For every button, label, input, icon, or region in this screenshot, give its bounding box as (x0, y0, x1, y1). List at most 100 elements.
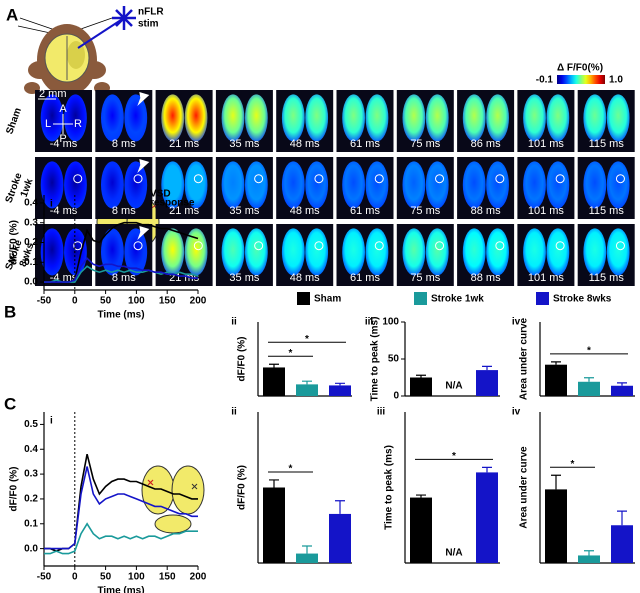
frame-time: 86 ms (471, 138, 501, 150)
y-tick-label: 0.0 (24, 543, 38, 554)
y-tick-label: 0.4 (24, 198, 38, 209)
bar (263, 367, 285, 396)
bar (578, 381, 600, 396)
hemisphere (486, 228, 509, 276)
panel-label: i (50, 199, 53, 210)
hemisphere (402, 161, 426, 209)
error-bar (335, 382, 345, 386)
frame-time: 88 ms (471, 205, 501, 217)
x-axis-title: Time (ms) (97, 310, 144, 321)
hemisphere (606, 228, 630, 276)
stroke-marker (615, 174, 625, 184)
panel-label: iv (512, 407, 521, 418)
hemisphere (64, 228, 87, 276)
hemisphere (583, 94, 607, 142)
x-tick-label: -50 (37, 296, 52, 307)
scale-label: 2 mm (39, 88, 67, 100)
hemisphere (305, 161, 329, 209)
error-bar (617, 510, 627, 526)
panel-label: ii (231, 407, 237, 418)
frame-time: 21 ms (169, 138, 199, 150)
x-tick-label: 0 (72, 296, 78, 307)
hemisphere (184, 161, 208, 209)
colorbar-tick-label: -0.1 (536, 75, 554, 86)
error-bar (335, 500, 345, 514)
y-tick-label: 0.2 (24, 237, 38, 248)
error-bar (302, 545, 312, 554)
hemisphere (546, 94, 570, 142)
stroke-marker (193, 241, 203, 251)
y-axis-title: dF/F0 (%) (237, 465, 248, 510)
hemisphere (184, 94, 208, 142)
hemisphere (583, 228, 607, 276)
stroke-marker (133, 174, 143, 184)
hemisphere (365, 228, 389, 276)
stim-arrow (137, 92, 150, 106)
hemisphere (221, 161, 245, 209)
panel-label: iii (365, 317, 374, 328)
panel-label: iv (512, 317, 521, 328)
frame-time: 48 ms (290, 205, 320, 217)
stroke-marker (555, 241, 565, 251)
hemisphere (40, 161, 64, 209)
hemisphere (402, 94, 426, 142)
y-tick-label: 0.3 (24, 217, 38, 228)
hemisphere (606, 94, 630, 142)
stroke-marker (555, 174, 565, 184)
hemisphere (425, 161, 449, 209)
hemisphere (281, 161, 305, 209)
hemisphere (244, 161, 268, 209)
frame-time: 115 ms (589, 138, 625, 150)
hemisphere (462, 94, 486, 142)
panel-label: ii (231, 317, 237, 328)
orientation-label: R (74, 118, 82, 130)
annotation: VSD (150, 189, 171, 200)
y-axis-title: dF/F0 (%) (9, 220, 20, 265)
error-bar (551, 474, 561, 490)
frame-time: 115 ms (589, 272, 625, 284)
hemisphere (523, 228, 546, 276)
stim-arrow (137, 226, 150, 240)
hemisphere (221, 94, 245, 142)
hemisphere (161, 161, 185, 209)
hemisphere (161, 228, 185, 276)
hemisphere (365, 161, 389, 209)
colorbar (557, 75, 605, 84)
y-tick-label: 0.5 (24, 419, 38, 430)
orientation-label: P (59, 133, 66, 145)
hemisphere (40, 94, 64, 142)
panel-letter: B (4, 302, 16, 321)
y-tick-label: 0.0 (24, 277, 38, 288)
y-axis-title: dF/F0 (%) (9, 467, 20, 512)
row-label: Sham (4, 106, 24, 135)
mouse-illustration (17, 6, 136, 96)
significance-label: * (571, 459, 575, 470)
stroke-marker (374, 174, 384, 184)
hemisphere (64, 94, 87, 142)
frame-time: 48 ms (290, 272, 320, 284)
x-tick-label: 150 (159, 572, 176, 583)
frame-time: 48 ms (290, 138, 320, 150)
y-tick-label: 0.3 (24, 469, 38, 480)
bar (296, 553, 318, 563)
error-bar (269, 363, 279, 368)
x-tick-label: 150 (159, 296, 176, 307)
hemisphere (342, 161, 365, 209)
stroke-marker (314, 174, 324, 184)
hemisphere (462, 161, 486, 209)
series-line (44, 257, 198, 283)
bar (476, 370, 498, 396)
bar (296, 384, 318, 396)
x-tick-label: 200 (190, 572, 207, 583)
x-tick-label: -50 (37, 572, 52, 583)
frame-time: -4 ms (50, 138, 78, 150)
y-tick-label: 0 (393, 391, 399, 402)
panel-label: iii (377, 407, 386, 418)
hemisphere (161, 94, 185, 142)
hemisphere (64, 161, 87, 209)
bar (545, 489, 567, 563)
x-tick-label: 50 (100, 572, 112, 583)
frame-time: 61 ms (350, 138, 380, 150)
panel-letter: A (6, 5, 18, 24)
